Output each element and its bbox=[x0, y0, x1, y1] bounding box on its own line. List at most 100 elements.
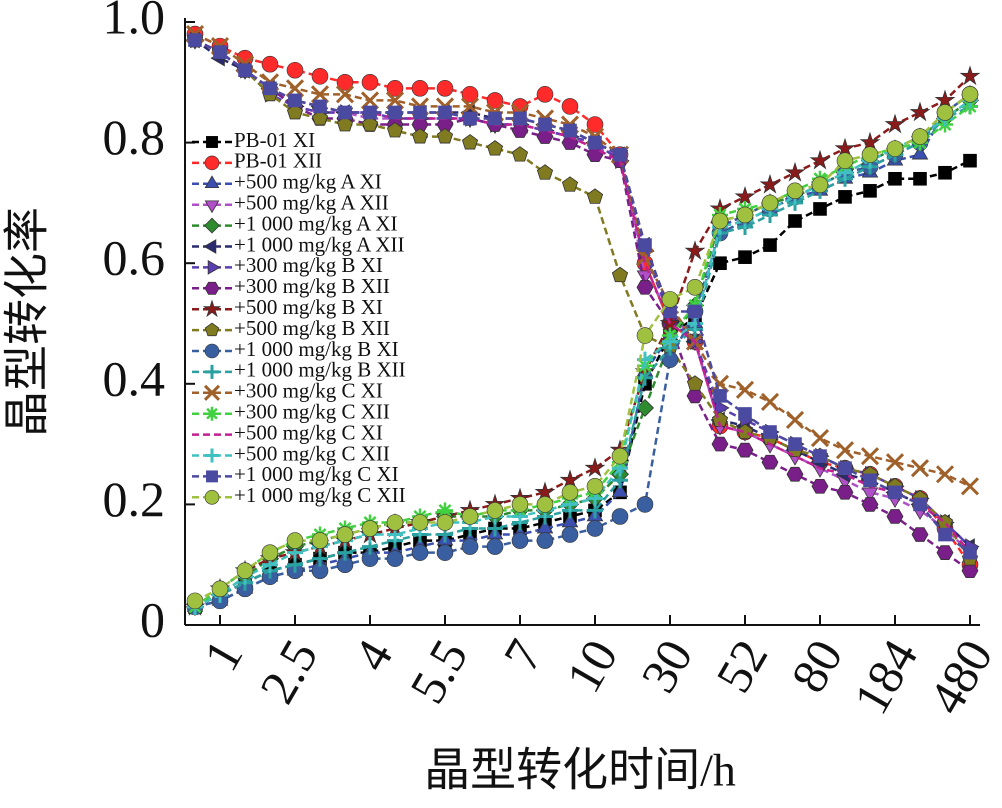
marker bbox=[411, 80, 429, 97]
legend-label: +1 000 mg/kg C XII bbox=[234, 483, 406, 507]
x-tick-label: 10 bbox=[555, 630, 628, 701]
marker bbox=[835, 441, 855, 460]
marker bbox=[810, 429, 830, 448]
marker bbox=[684, 240, 706, 260]
legend-label: +500 mg/kg B XII bbox=[234, 316, 390, 340]
marker bbox=[963, 153, 977, 168]
marker bbox=[203, 239, 217, 254]
marker bbox=[361, 74, 379, 91]
series-line bbox=[194, 32, 971, 488]
marker bbox=[411, 514, 429, 531]
marker bbox=[611, 447, 629, 465]
marker bbox=[961, 86, 979, 103]
marker bbox=[586, 116, 604, 133]
marker bbox=[938, 165, 952, 180]
legend-label: +500 mg/kg C XI bbox=[234, 420, 383, 444]
marker bbox=[886, 509, 904, 524]
marker bbox=[936, 545, 954, 560]
marker bbox=[205, 448, 219, 463]
marker bbox=[759, 173, 781, 194]
x-tick-label: 7 bbox=[492, 630, 553, 680]
marker bbox=[204, 200, 220, 214]
y-tick-label: 0.8 bbox=[103, 109, 166, 165]
marker bbox=[386, 80, 404, 97]
legend-label: PB-01 XII bbox=[234, 149, 322, 173]
marker bbox=[863, 184, 877, 198]
marker bbox=[884, 113, 906, 134]
marker bbox=[204, 175, 220, 189]
marker bbox=[204, 281, 220, 295]
y-tick-label: 1.0 bbox=[103, 0, 166, 44]
marker bbox=[286, 103, 304, 120]
marker bbox=[811, 478, 829, 494]
marker bbox=[188, 33, 202, 47]
marker bbox=[885, 453, 905, 472]
marker bbox=[205, 406, 219, 421]
x-tick-label: 80 bbox=[780, 630, 853, 701]
marker bbox=[204, 489, 220, 505]
legend-label: +300 mg/kg C XI bbox=[234, 379, 383, 403]
marker bbox=[785, 410, 805, 430]
marker bbox=[311, 532, 329, 549]
marker bbox=[213, 45, 227, 59]
marker bbox=[313, 99, 327, 114]
marker bbox=[711, 436, 729, 452]
marker bbox=[288, 93, 302, 108]
marker bbox=[263, 81, 277, 96]
marker bbox=[636, 270, 654, 285]
y-tick-label: 0.4 bbox=[103, 350, 166, 406]
marker bbox=[461, 86, 479, 103]
marker bbox=[361, 520, 379, 537]
marker bbox=[861, 497, 879, 512]
marker bbox=[913, 171, 927, 186]
legend-label: +300 mg/kg B XII bbox=[234, 274, 390, 298]
marker bbox=[436, 80, 454, 97]
marker bbox=[611, 266, 629, 283]
x-tick-label: 184 bbox=[842, 630, 928, 723]
marker bbox=[204, 322, 220, 337]
marker bbox=[738, 407, 752, 421]
marker bbox=[204, 217, 220, 234]
marker bbox=[763, 238, 777, 252]
marker bbox=[211, 580, 229, 598]
marker bbox=[936, 104, 954, 121]
legend-label: +300 mg/kg C XII bbox=[234, 400, 390, 424]
marker bbox=[586, 188, 604, 204]
y-tick-label: 0.6 bbox=[103, 230, 166, 286]
marker bbox=[261, 55, 279, 73]
marker bbox=[761, 454, 779, 470]
marker bbox=[311, 109, 329, 126]
marker bbox=[763, 425, 777, 439]
marker bbox=[662, 333, 678, 350]
marker bbox=[461, 538, 479, 555]
marker bbox=[386, 514, 404, 531]
marker bbox=[436, 544, 454, 561]
marker bbox=[386, 550, 404, 567]
marker bbox=[935, 465, 955, 484]
marker bbox=[736, 206, 754, 224]
marker bbox=[834, 137, 856, 158]
marker bbox=[686, 279, 704, 296]
marker bbox=[534, 481, 556, 502]
marker bbox=[860, 447, 880, 466]
marker bbox=[338, 105, 352, 120]
marker bbox=[206, 136, 218, 148]
marker bbox=[486, 502, 504, 519]
marker bbox=[786, 466, 804, 482]
marker bbox=[203, 384, 221, 401]
marker bbox=[911, 527, 929, 542]
marker bbox=[536, 164, 554, 180]
marker bbox=[960, 477, 980, 496]
marker bbox=[563, 123, 577, 138]
marker bbox=[336, 116, 354, 132]
marker bbox=[809, 149, 831, 170]
marker bbox=[888, 485, 902, 500]
marker bbox=[286, 532, 304, 549]
marker bbox=[436, 128, 454, 144]
marker bbox=[436, 514, 454, 531]
marker bbox=[910, 459, 930, 478]
marker bbox=[536, 496, 554, 513]
marker bbox=[204, 155, 220, 171]
